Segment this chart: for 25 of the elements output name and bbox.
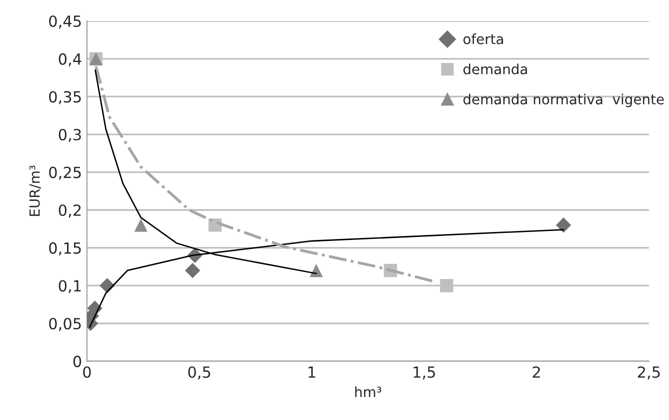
x-tick-label: 2 bbox=[532, 366, 540, 378]
x-axis-title: hm³ bbox=[355, 386, 382, 397]
point bbox=[440, 279, 454, 292]
point bbox=[134, 218, 148, 232]
y-tick-label: 0 bbox=[73, 356, 82, 368]
y-tick-label: 0,25 bbox=[49, 166, 81, 180]
y-tick-label: 0,1 bbox=[58, 280, 81, 294]
legend-label: oferta bbox=[463, 34, 504, 44]
x-tick-label: 0,5 bbox=[188, 366, 210, 380]
y-tick-label: 0,35 bbox=[49, 91, 81, 104]
y-axis-title: EUR/m³ bbox=[29, 166, 41, 216]
legend-label: demanda normativa vigente bbox=[463, 94, 664, 108]
y-tick-label: 0,05 bbox=[49, 318, 81, 331]
y-tick-label: 0,2 bbox=[58, 204, 81, 218]
x-tick-label: 0 bbox=[83, 366, 91, 378]
point bbox=[185, 262, 200, 278]
point bbox=[556, 218, 572, 233]
y-tick-label: 0,45 bbox=[49, 15, 81, 29]
y-tick-label: 0,15 bbox=[49, 242, 81, 256]
legend-label: demanda bbox=[463, 64, 527, 74]
y-tick-label: 0,4 bbox=[58, 53, 82, 66]
x-tick-label: 2,5 bbox=[638, 366, 660, 380]
y-tick-label: 0,3 bbox=[58, 128, 81, 142]
x-tick-label: 1 bbox=[308, 366, 316, 378]
x-tick-label: 1,5 bbox=[414, 366, 435, 380]
